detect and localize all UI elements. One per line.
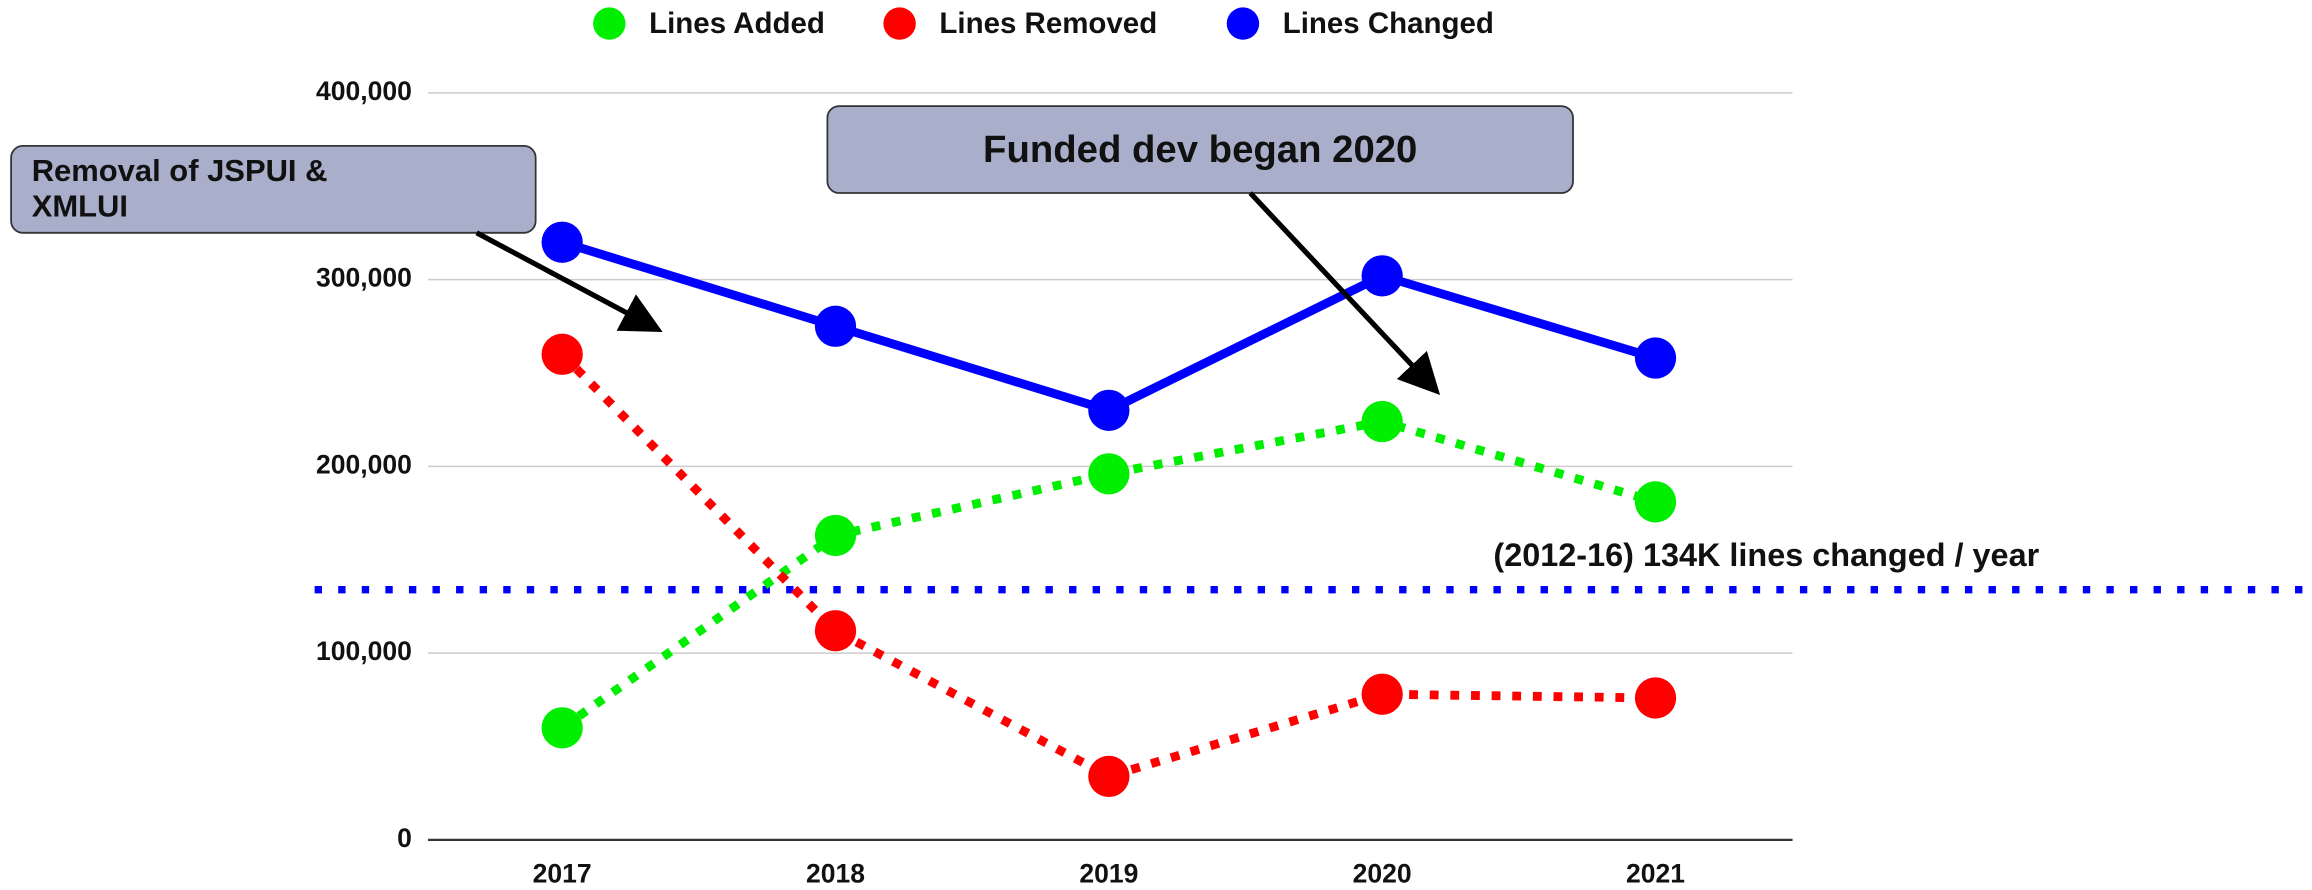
y-tick-label: 200,000 <box>316 449 412 479</box>
reference-label: (2012-16) 134K lines changed / year <box>1493 537 2039 573</box>
data-point <box>1088 453 1130 495</box>
data-point <box>1634 481 1677 523</box>
legend-label: Lines Removed <box>939 7 1157 40</box>
annotation-box <box>10 144 537 234</box>
annotation-box <box>826 105 1574 194</box>
annotation-arrow <box>1248 191 1441 396</box>
series-line <box>559 351 1656 782</box>
annotation-container: Funded dev began 2020 <box>983 127 1418 172</box>
y-tick-label: 400,000 <box>316 76 412 106</box>
legend-label: Lines Changed <box>1283 7 1494 40</box>
data-point <box>541 707 583 749</box>
data-point <box>814 514 857 557</box>
annotation-arrow <box>475 230 663 332</box>
legend-label: Lines Added <box>649 7 825 40</box>
legend-marker <box>593 7 626 40</box>
data-point <box>1634 337 1677 379</box>
x-tick-label: 2018 <box>806 858 865 888</box>
annotation-text: Funded dev began 2020 <box>983 127 1418 172</box>
data-point <box>814 610 857 652</box>
annotation-container: Removal of JSPUI & XMLUI <box>31 155 328 224</box>
data-point <box>1088 389 1130 431</box>
y-tick-label: 0 <box>397 823 412 853</box>
data-point <box>1088 755 1130 798</box>
x-tick-label: 2019 <box>1079 858 1138 888</box>
x-tick-label: 2017 <box>533 858 592 888</box>
data-point <box>541 221 583 263</box>
data-point <box>1361 255 1403 297</box>
x-tick-label: 2020 <box>1353 858 1412 888</box>
data-point <box>1361 673 1403 715</box>
annotation-text: Removal of JSPUI & XMLUI <box>31 155 328 224</box>
y-tick-label: 300,000 <box>316 263 412 293</box>
data-point <box>541 333 583 375</box>
data-point <box>814 305 857 347</box>
legend-marker <box>883 7 916 40</box>
legend-marker <box>1226 7 1260 40</box>
data-point <box>1634 677 1677 719</box>
data-point <box>1361 400 1403 443</box>
y-tick-label: 100,000 <box>316 636 412 666</box>
series-line <box>560 238 1657 416</box>
x-tick-label: 2021 <box>1626 858 1685 888</box>
